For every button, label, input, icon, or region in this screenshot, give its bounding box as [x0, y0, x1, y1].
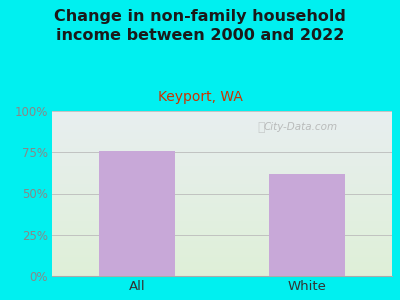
Text: Change in non-family household
income between 2000 and 2022: Change in non-family household income be…: [54, 9, 346, 43]
Bar: [99, 151, 175, 276]
Text: Keyport, WA: Keyport, WA: [158, 90, 242, 104]
Text: ⧗: ⧗: [257, 121, 265, 134]
Text: City-Data.com: City-Data.com: [263, 122, 337, 133]
Bar: [269, 174, 345, 276]
